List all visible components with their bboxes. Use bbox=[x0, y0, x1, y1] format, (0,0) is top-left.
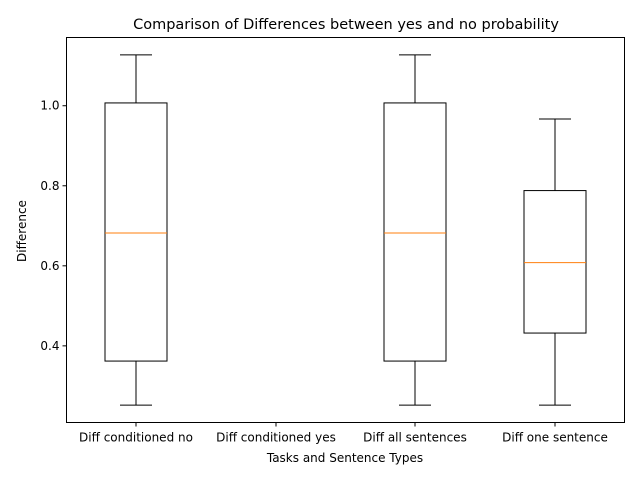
box-group bbox=[104, 54, 168, 406]
x-axis-label: Tasks and Sentence Types bbox=[266, 451, 423, 465]
x-tick-label: Diff all sentences bbox=[363, 431, 467, 445]
y-tick-label: 0.8 bbox=[40, 179, 59, 193]
x-tick-label: Diff conditioned yes bbox=[216, 431, 336, 445]
y-tick-label: 0.4 bbox=[40, 339, 59, 353]
box bbox=[523, 190, 587, 334]
box bbox=[104, 102, 168, 362]
box-group bbox=[523, 118, 587, 406]
y-axis: 0.4 0.6 0.8 1.0 bbox=[40, 99, 67, 353]
box bbox=[383, 102, 447, 362]
y-tick-label: 0.6 bbox=[40, 259, 59, 273]
x-tick-label: Diff conditioned no bbox=[79, 431, 193, 445]
chart-title: Comparison of Differences between yes an… bbox=[133, 17, 559, 33]
plot-frame bbox=[66, 37, 625, 423]
y-tick-label: 1.0 bbox=[40, 99, 59, 113]
x-tick-label: Diff one sentence bbox=[502, 431, 608, 445]
plot-area bbox=[104, 54, 587, 406]
x-axis: Diff conditioned no Diff conditioned yes D… bbox=[79, 422, 608, 445]
box-group bbox=[383, 54, 447, 406]
y-axis-label: Difference bbox=[15, 200, 29, 262]
